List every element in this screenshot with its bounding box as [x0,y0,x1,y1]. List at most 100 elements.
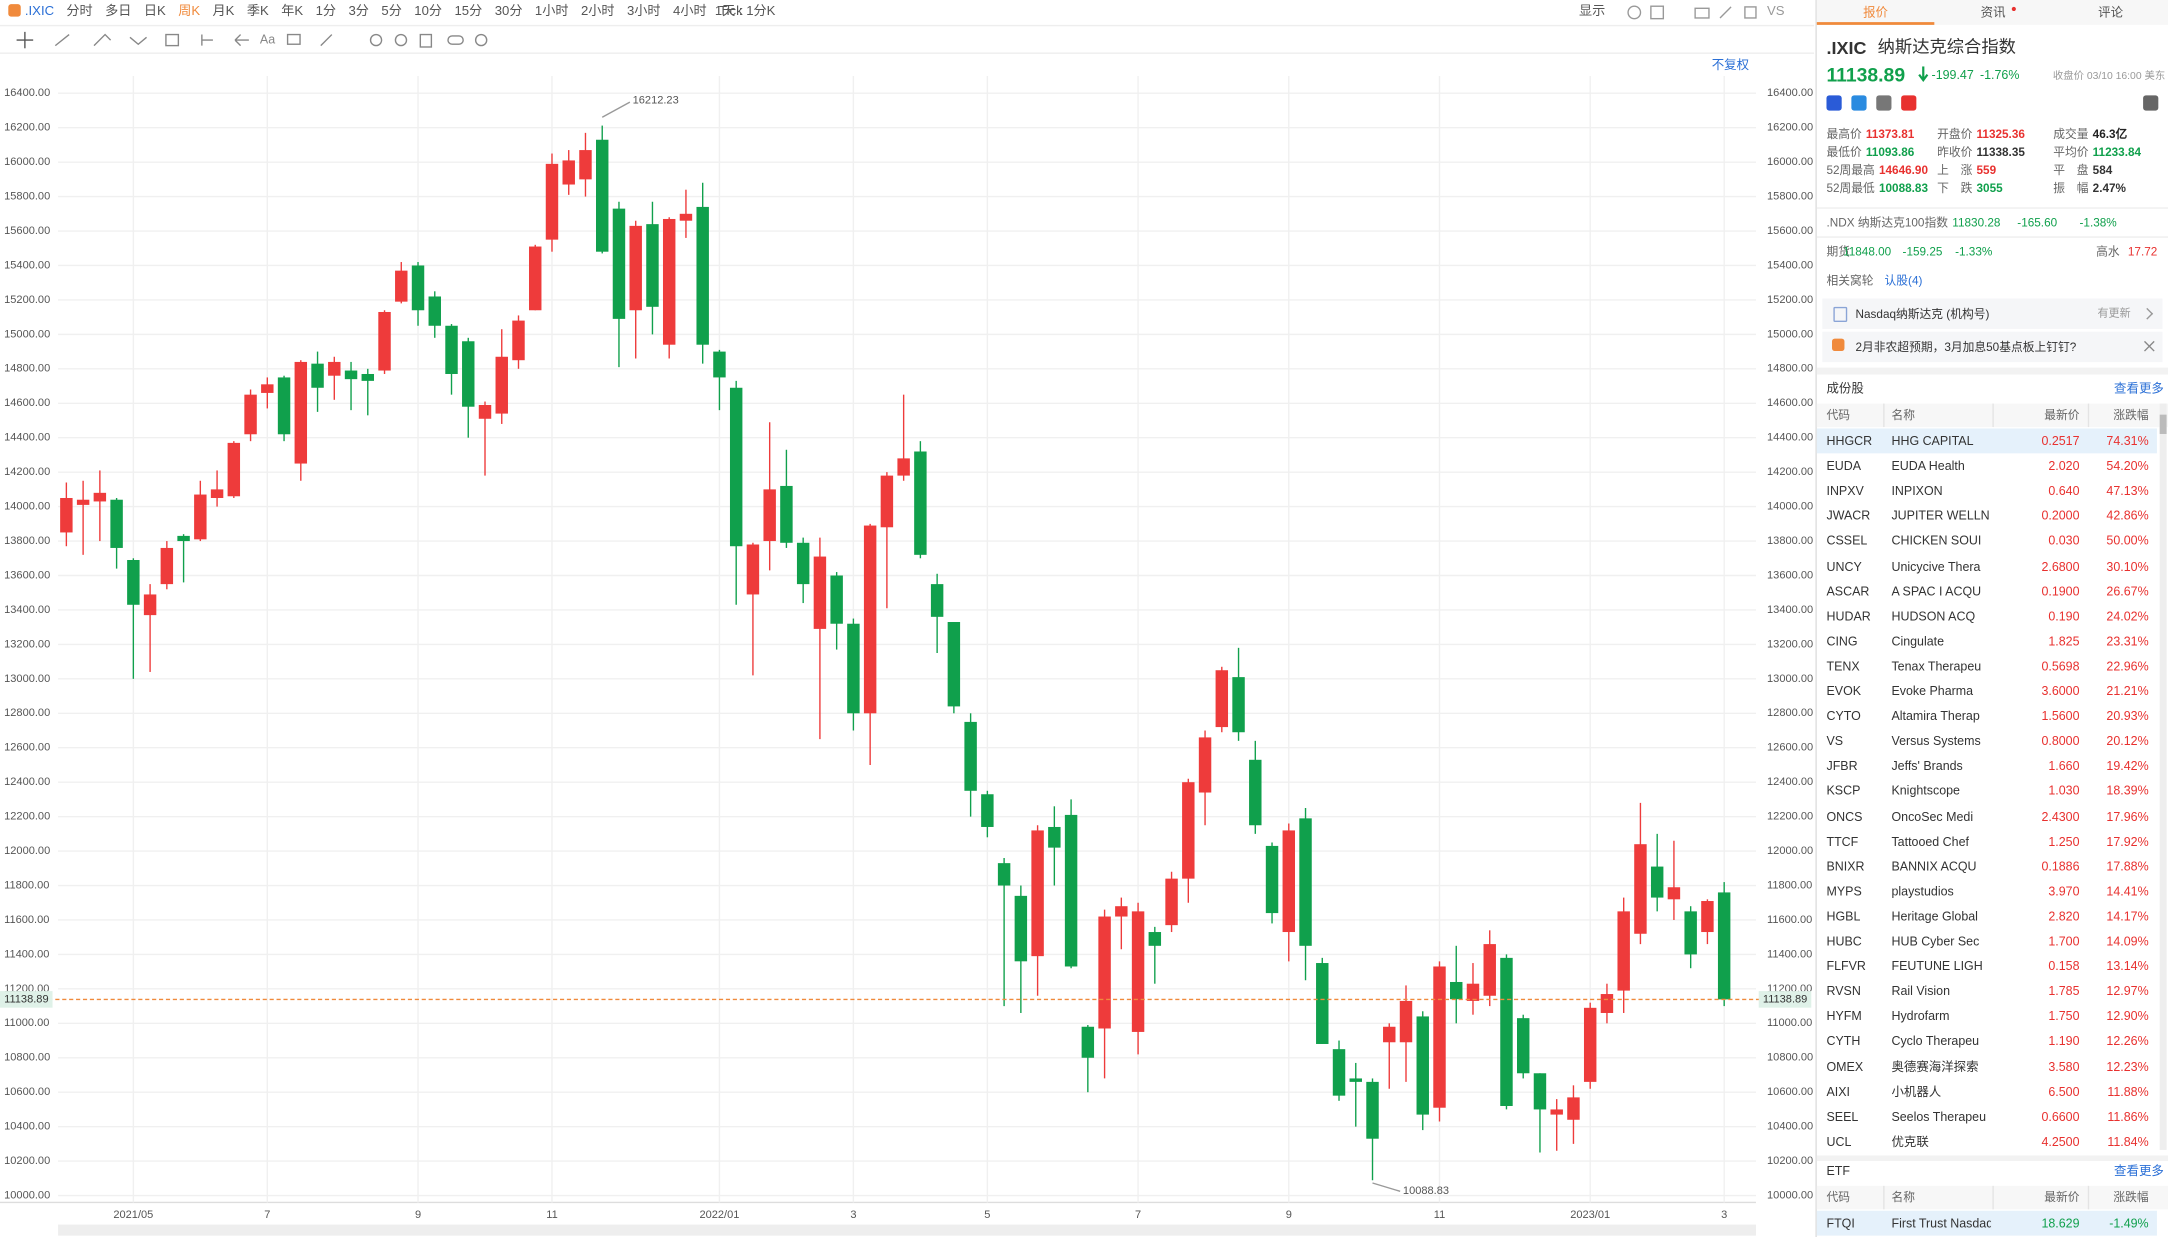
account-box[interactable] [1822,298,2163,329]
period-tab[interactable]: 15分 [454,4,483,20]
y-tick-label-right: 15800.00 [1767,191,1813,203]
period-tab[interactable]: 5分 [381,4,402,20]
row-name[interactable]: 优克联 [1891,1134,1929,1149]
period-tab[interactable]: 30分 [494,4,523,20]
row-code[interactable]: HGBL [1826,909,1861,924]
row-code[interactable]: HYFM [1826,1009,1862,1024]
row-code[interactable]: SEEL [1826,1109,1859,1124]
row-code[interactable]: HHGCR [1826,433,1873,448]
row-code[interactable]: OMEX [1826,1059,1864,1074]
tab[interactable]: 报价 [1863,5,1889,20]
row-code[interactable]: ASCAR [1826,584,1870,598]
row-name[interactable]: 小机器人 [1891,1084,1942,1099]
row-code[interactable]: MYPS [1826,884,1862,899]
row-code[interactable]: CING [1826,634,1858,648]
row-name[interactable]: Tenax Therapeu [1891,659,1982,673]
row-name[interactable]: Seelos Therapeu [1891,1109,1987,1124]
row-name[interactable]: OncoSec Medi [1891,809,1974,824]
row-code[interactable]: EUDA [1826,458,1862,473]
tab[interactable]: 资讯 [1980,5,2006,20]
candle-body [1131,911,1145,1032]
period-tab[interactable]: 月K [212,4,235,20]
row-code[interactable]: EVOK [1826,684,1862,698]
row-code[interactable]: UNCY [1826,559,1862,573]
row-code[interactable]: HUDAR [1826,609,1871,623]
period-tab[interactable]: 1分 [315,4,337,20]
news-icon [1832,338,1845,352]
row-name[interactable]: BANNIX ACQU [1891,859,1977,874]
row-code[interactable]: RVSN [1826,984,1861,999]
symbol[interactable]: .IXIC [24,4,55,20]
row-code[interactable]: VS [1826,734,1844,748]
row-name[interactable]: Heritage Global [1891,909,1978,924]
period-tab[interactable]: 年K [281,4,304,20]
row-name[interactable]: Jeffs' Brands [1891,759,1963,774]
display-menu[interactable]: 显示 [1578,4,1606,20]
row-name[interactable]: First Trust Nasdaq [1891,1216,1992,1231]
related-link[interactable]: 认股(4) [1884,273,1923,288]
row-name[interactable]: Knightscope [1891,784,1960,799]
adjust-button[interactable]: 不复权 [1711,58,1750,72]
period-tab[interactable]: 2小时 [580,4,615,20]
row-code[interactable]: TENX [1826,659,1860,673]
row-code[interactable]: CYTO [1826,709,1861,723]
row-name[interactable]: Hydrofarm [1891,1009,1950,1024]
row-code[interactable]: CSSEL [1826,534,1868,548]
period-tab[interactable]: 3小时 [626,4,661,20]
kline-setting[interactable]: 1天 : 1分K [714,4,776,20]
row-name[interactable]: INPIXON [1891,484,1943,498]
row-name[interactable]: Tattooed Chef [1891,834,1969,849]
row-name[interactable]: Evoke Pharma [1891,684,1974,698]
row-name[interactable]: Cingulate [1891,634,1945,648]
row-code[interactable]: JFBR [1826,759,1858,774]
row-name[interactable]: 奥德赛海洋探索 [1891,1059,1979,1074]
row-name[interactable]: Versus Systems [1891,734,1981,748]
row-name[interactable]: A SPAC I ACQU [1891,584,1982,598]
row-name[interactable]: FEUTUNE LIGH [1891,959,1983,974]
row-code[interactable]: CYTH [1826,1034,1861,1049]
period-tab[interactable]: 1小时 [534,4,569,20]
row-price: 0.030 [2048,534,2080,548]
row-code[interactable]: INPXV [1826,484,1864,498]
row-code[interactable]: UCL [1826,1134,1852,1149]
row-code[interactable]: HUBC [1826,934,1862,949]
tab[interactable]: 评论 [2098,5,2124,20]
period-tab[interactable]: 日K [143,4,166,20]
period-tab[interactable]: 多日 [105,4,132,20]
row-name[interactable]: EUDA Health [1891,458,1965,473]
close-icon[interactable] [2143,340,2157,354]
row-code[interactable]: TTCF [1826,834,1859,849]
row-code[interactable]: KSCP [1826,784,1861,799]
row-name[interactable]: HUDSON ACQ [1891,609,1976,623]
row-code[interactable]: FLFVR [1826,959,1866,974]
row-code[interactable]: ONCS [1826,809,1863,824]
row-name[interactable]: Altamira Therap [1891,709,1980,723]
row-code[interactable]: FTQI [1826,1216,1855,1231]
row-code[interactable]: JWACR [1826,509,1871,523]
row-name[interactable]: Rail Vision [1891,984,1951,999]
period-tab[interactable]: Tick [719,4,743,20]
period-tab[interactable]: 10分 [414,4,443,20]
y-tick-label-right: 14400.00 [1767,432,1813,444]
row-code[interactable]: BNIXR [1826,859,1865,874]
row-name[interactable]: Unicycive Thera [1891,559,1981,573]
period-tab[interactable]: 3分 [348,4,369,20]
row-code[interactable]: AIXI [1826,1084,1851,1099]
more-link[interactable]: 查看更多 [2114,381,2164,396]
period-tab[interactable]: 季K [246,4,269,20]
news-box[interactable] [1822,331,2163,363]
stat: 平 盘 584 [2053,162,2112,179]
row-name[interactable]: Cyclo Therapeu [1891,1034,1980,1049]
row-name[interactable]: CHICKEN SOUI [1891,534,1982,548]
row-price: 1.5600 [2041,709,2080,723]
period-tab[interactable]: 周K [178,4,201,20]
period-tab[interactable]: 分时 [66,4,93,20]
row-name[interactable]: HUB Cyber Sec [1891,934,1980,949]
more-link[interactable]: 查看更多 [2114,1163,2164,1178]
period-tab[interactable]: 4小时 [673,4,707,20]
vs-button[interactable]: VS [1767,4,1785,20]
row-name[interactable]: playstudios [1891,884,1954,899]
row-name[interactable]: HHG CAPITAL [1891,433,1974,448]
row-name[interactable]: JUPITER WELLN [1891,509,1990,523]
row-highlight [1816,1210,2157,1236]
